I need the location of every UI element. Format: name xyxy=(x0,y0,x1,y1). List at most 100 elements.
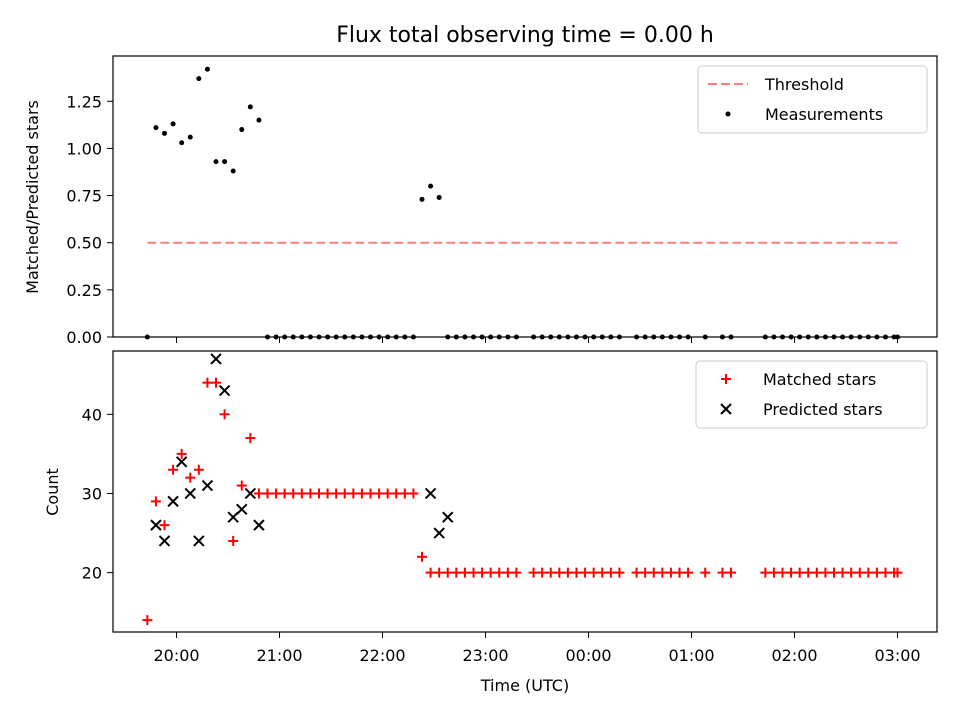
cross-stroke-b xyxy=(236,503,248,516)
predicted-legend-label: Predicted stars xyxy=(763,400,883,419)
cross-stroke-b xyxy=(201,479,214,492)
matched-point xyxy=(562,567,573,578)
matched-point xyxy=(871,567,882,578)
matched-point xyxy=(768,567,779,578)
matched-point xyxy=(219,409,230,420)
cross-stroke-b xyxy=(175,456,188,468)
matched-point xyxy=(811,567,822,578)
x-tick-label: 22:00 xyxy=(359,646,405,665)
x-tick-label: 02:00 xyxy=(771,646,817,665)
matched-point xyxy=(382,488,393,499)
matched-point xyxy=(331,488,342,499)
matched-point xyxy=(253,488,264,499)
predicted-point xyxy=(175,456,188,468)
predicted-point xyxy=(201,479,214,492)
measurement-point xyxy=(196,76,202,82)
predicted-legend-swatch xyxy=(720,403,732,415)
matched-point xyxy=(314,488,324,499)
matched-point xyxy=(305,488,316,499)
bottom-legend: Matched stars Predicted stars xyxy=(695,360,928,429)
matched-point xyxy=(777,567,788,578)
x-tick-label: 20:00 xyxy=(153,646,199,665)
measurement-point xyxy=(256,117,262,123)
matched-point xyxy=(468,567,479,578)
matched-point xyxy=(588,567,599,578)
matched-point xyxy=(846,567,857,578)
predicted-point xyxy=(433,527,445,539)
cross-stroke-b xyxy=(218,384,231,397)
matched-point xyxy=(605,567,616,578)
matched-point xyxy=(150,496,161,507)
matched-point xyxy=(863,567,874,578)
matched-point xyxy=(683,567,694,578)
measurement-point xyxy=(153,125,159,131)
matched-point xyxy=(648,567,659,578)
predicted-point xyxy=(158,535,171,547)
matched-point xyxy=(528,567,539,578)
matched-point xyxy=(880,567,891,578)
matched-point xyxy=(279,488,290,499)
predicted-point xyxy=(184,487,196,500)
matched-point xyxy=(202,377,213,388)
measurement-point xyxy=(222,159,228,165)
x-axis-label: Time (UTC) xyxy=(480,676,569,695)
top-y-tick-label: 0.50 xyxy=(66,234,102,253)
matched-point xyxy=(717,567,728,578)
matched-point xyxy=(477,567,488,578)
matched-point xyxy=(700,567,711,578)
matched-point xyxy=(485,567,496,578)
top-legend: Threshold Measurements xyxy=(697,65,928,134)
cross-stroke-b xyxy=(158,535,171,547)
measurement-point xyxy=(239,127,245,133)
top-y-tick-label: 1.00 xyxy=(66,139,102,158)
matched-point xyxy=(425,567,436,578)
top-chart-title: Flux total observing time = 0.00 h xyxy=(336,23,714,48)
matched-point xyxy=(168,464,179,475)
matched-point xyxy=(365,488,376,499)
matched-point xyxy=(245,433,256,444)
matched-point xyxy=(442,567,453,578)
matched-point xyxy=(211,377,221,388)
matched-point xyxy=(193,464,204,475)
measurement-point xyxy=(162,130,167,136)
matched-point xyxy=(674,567,685,578)
matched-point xyxy=(803,567,814,578)
measurement-point xyxy=(436,194,442,200)
matched-point xyxy=(271,488,282,499)
predicted-point xyxy=(218,384,231,397)
matched-point xyxy=(288,488,299,499)
measurement-point xyxy=(230,168,236,174)
measurements-legend-swatch xyxy=(725,111,731,117)
matched-point xyxy=(185,472,196,483)
matched-point xyxy=(597,567,608,578)
matched-point xyxy=(657,567,668,578)
bottom-axes-frame xyxy=(112,350,938,633)
predicted-point xyxy=(236,503,248,516)
matched-point xyxy=(391,488,402,499)
measurements-legend-label: Measurements xyxy=(765,105,883,124)
matched-legend-label: Matched stars xyxy=(763,370,876,389)
matched-point xyxy=(502,567,513,578)
bottom-y-axis-label: Count xyxy=(43,468,62,516)
matched-point xyxy=(854,567,865,578)
matched-point xyxy=(837,567,848,578)
x-tick-label: 23:00 xyxy=(462,646,508,665)
matched-point xyxy=(571,567,582,578)
matched-point xyxy=(176,448,187,459)
matched-legend-swatch xyxy=(721,374,731,384)
matched-point xyxy=(159,520,170,531)
top-y-tick-label: 0.25 xyxy=(66,281,102,300)
x-tick-label: 00:00 xyxy=(565,646,611,665)
cross-stroke-b xyxy=(193,535,205,547)
matched-point xyxy=(399,488,410,499)
matched-point xyxy=(142,615,153,626)
matched-point xyxy=(356,488,367,499)
matched-point xyxy=(339,488,350,499)
matched-point xyxy=(348,488,359,499)
predicted-point xyxy=(150,519,162,531)
matched-point xyxy=(554,567,565,578)
matched-point xyxy=(820,567,831,578)
matched-point xyxy=(459,567,470,578)
matched-point xyxy=(451,567,462,578)
top-y-tick-label: 0.00 xyxy=(66,328,102,347)
